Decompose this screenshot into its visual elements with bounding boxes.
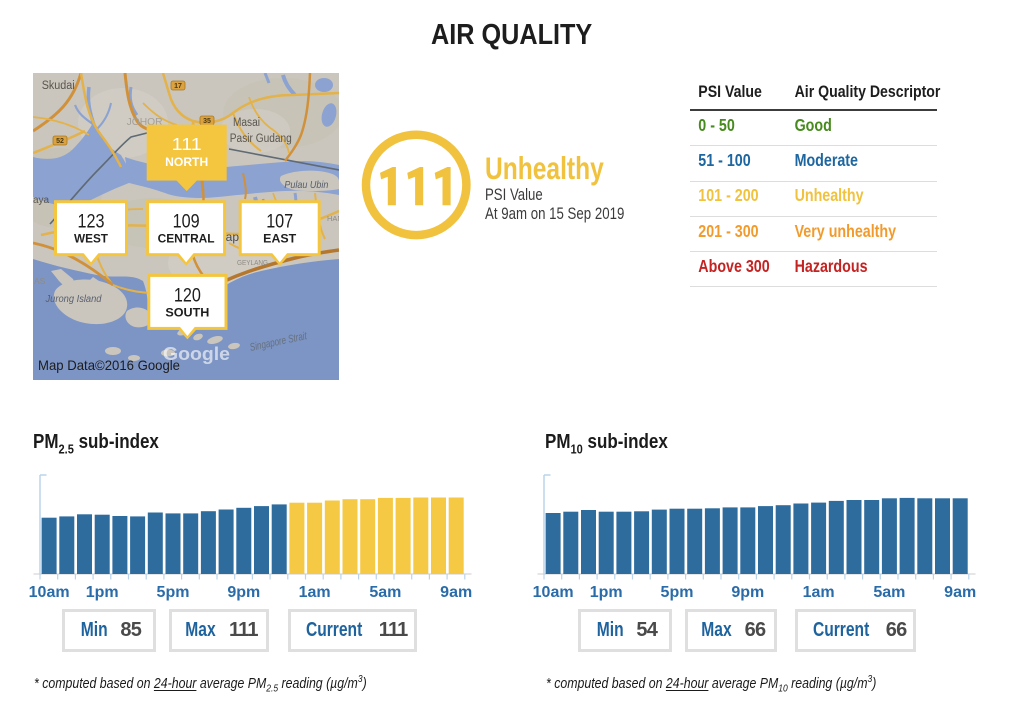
svg-text:HANGI: HANGI <box>327 214 339 223</box>
svg-text:120: 120 <box>174 284 201 306</box>
svg-text:9pm: 9pm <box>227 584 260 601</box>
svg-text:107: 107 <box>266 211 293 233</box>
svg-text:Skudai: Skudai <box>42 80 75 92</box>
svg-text:123: 123 <box>78 211 105 233</box>
svg-text:Pasir Gudang: Pasir Gudang <box>230 133 292 145</box>
svg-text:9am: 9am <box>440 584 472 601</box>
svg-text:NORTH: NORTH <box>165 156 208 169</box>
svg-text:aya: aya <box>33 195 50 206</box>
svg-text:1am: 1am <box>299 584 331 601</box>
svg-text:111: 111 <box>172 134 202 154</box>
svg-text:35: 35 <box>203 118 211 125</box>
svg-text:10am: 10am <box>29 584 70 601</box>
svg-text:10am: 10am <box>533 584 574 601</box>
svg-text:GEYLANG: GEYLANG <box>237 258 268 267</box>
svg-text:1am: 1am <box>803 584 835 601</box>
svg-text:Map Data©2016 Google: Map Data©2016 Google <box>38 357 180 373</box>
svg-text:SOUTH: SOUTH <box>165 305 209 319</box>
svg-text:CENTRAL: CENTRAL <box>158 232 215 246</box>
svg-text:5pm: 5pm <box>661 584 694 601</box>
svg-text:Google: Google <box>163 344 230 364</box>
svg-text:52: 52 <box>56 138 64 145</box>
svg-text:AS: AS <box>34 276 46 286</box>
svg-text:1pm: 1pm <box>86 584 119 601</box>
svg-text:9am: 9am <box>944 584 976 601</box>
svg-text:5am: 5am <box>369 584 401 601</box>
svg-text:9pm: 9pm <box>731 584 764 601</box>
svg-text:Masai: Masai <box>233 117 260 129</box>
svg-text:jap: jap <box>222 230 239 244</box>
svg-text:17: 17 <box>174 83 182 90</box>
svg-text:WEST: WEST <box>74 232 108 246</box>
svg-text:5am: 5am <box>873 584 905 601</box>
svg-text:109: 109 <box>173 211 200 233</box>
svg-text:Pulau Ubin: Pulau Ubin <box>284 179 328 191</box>
svg-text:5pm: 5pm <box>157 584 190 601</box>
svg-text:EAST: EAST <box>263 232 296 246</box>
svg-text:Jurong Island: Jurong Island <box>45 294 102 305</box>
svg-text:1pm: 1pm <box>590 584 623 601</box>
